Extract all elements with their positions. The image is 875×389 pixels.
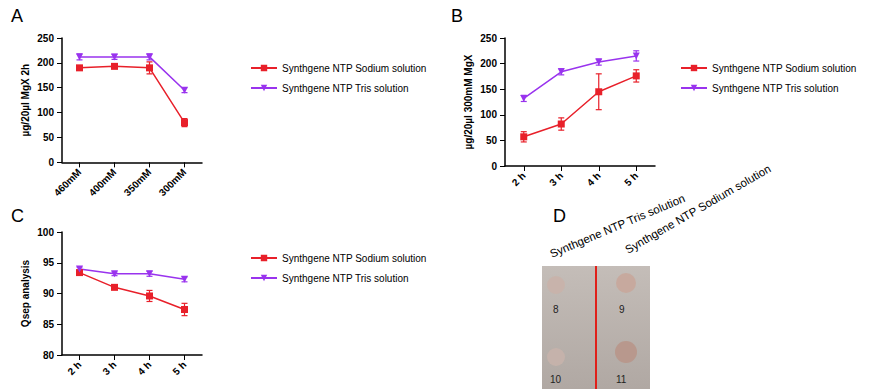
svg-text:Synthgene NTP Sodium solution: Synthgene NTP Sodium solution	[282, 63, 426, 74]
svg-text:11: 11	[616, 374, 627, 385]
svg-text:250: 250	[480, 33, 497, 44]
svg-text:2 h: 2 h	[510, 170, 528, 188]
svg-text:5 h: 5 h	[170, 359, 188, 377]
svg-text:0: 0	[48, 157, 54, 168]
svg-text:200: 200	[37, 57, 54, 68]
svg-text:8: 8	[553, 304, 559, 315]
svg-text:4 h: 4 h	[585, 170, 603, 188]
svg-text:Qsep analysis: Qsep analysis	[20, 259, 31, 327]
svg-text:150: 150	[480, 84, 497, 95]
svg-text:Synthgene NTP Tris solution: Synthgene NTP Tris solution	[712, 83, 839, 94]
svg-text:3 h: 3 h	[100, 359, 118, 377]
svg-text:100: 100	[480, 109, 497, 120]
svg-text:150: 150	[37, 82, 54, 93]
svg-text:4 h: 4 h	[135, 359, 153, 377]
svg-text:95: 95	[43, 257, 55, 268]
svg-text:µg/20µl 300mM MgX: µg/20µl 300mM MgX	[463, 54, 474, 149]
svg-text:460mM: 460mM	[52, 166, 84, 198]
svg-text:B: B	[451, 6, 463, 26]
svg-text:100: 100	[37, 227, 54, 238]
svg-text:Synthgene NTP Tris solution: Synthgene NTP Tris solution	[282, 273, 409, 284]
svg-text:Synthgene NTP Sodium solution: Synthgene NTP Sodium solution	[282, 253, 426, 264]
svg-text:D: D	[553, 206, 566, 226]
svg-text:50: 50	[43, 132, 55, 143]
svg-text:A: A	[11, 6, 23, 26]
svg-text:250: 250	[37, 33, 54, 44]
svg-text:C: C	[11, 206, 24, 226]
svg-text:90: 90	[43, 288, 55, 299]
svg-text:200: 200	[480, 58, 497, 69]
svg-text:100: 100	[37, 107, 54, 118]
svg-text:350mM: 350mM	[122, 166, 154, 198]
svg-text:µg/20µl MgX 2h: µg/20µl MgX 2h	[20, 64, 31, 137]
svg-text:Synthgene NTP Tris solution: Synthgene NTP Tris solution	[548, 192, 687, 260]
svg-text:50: 50	[486, 135, 498, 146]
svg-text:0: 0	[491, 161, 497, 172]
svg-text:2 h: 2 h	[65, 359, 83, 377]
svg-text:3 h: 3 h	[547, 170, 565, 188]
svg-text:10: 10	[550, 374, 562, 385]
svg-text:Synthgene NTP Sodium solution: Synthgene NTP Sodium solution	[712, 63, 856, 74]
svg-text:300mM: 300mM	[157, 166, 189, 198]
svg-text:85: 85	[43, 319, 55, 330]
svg-text:Synthgene NTP Sodium solution: Synthgene NTP Sodium solution	[623, 162, 773, 255]
svg-text:80: 80	[43, 350, 55, 361]
svg-text:Synthgene NTP Tris solution: Synthgene NTP Tris solution	[282, 83, 409, 94]
svg-text:400mM: 400mM	[87, 166, 119, 198]
svg-text:9: 9	[619, 304, 625, 315]
svg-text:5 h: 5 h	[622, 170, 640, 188]
